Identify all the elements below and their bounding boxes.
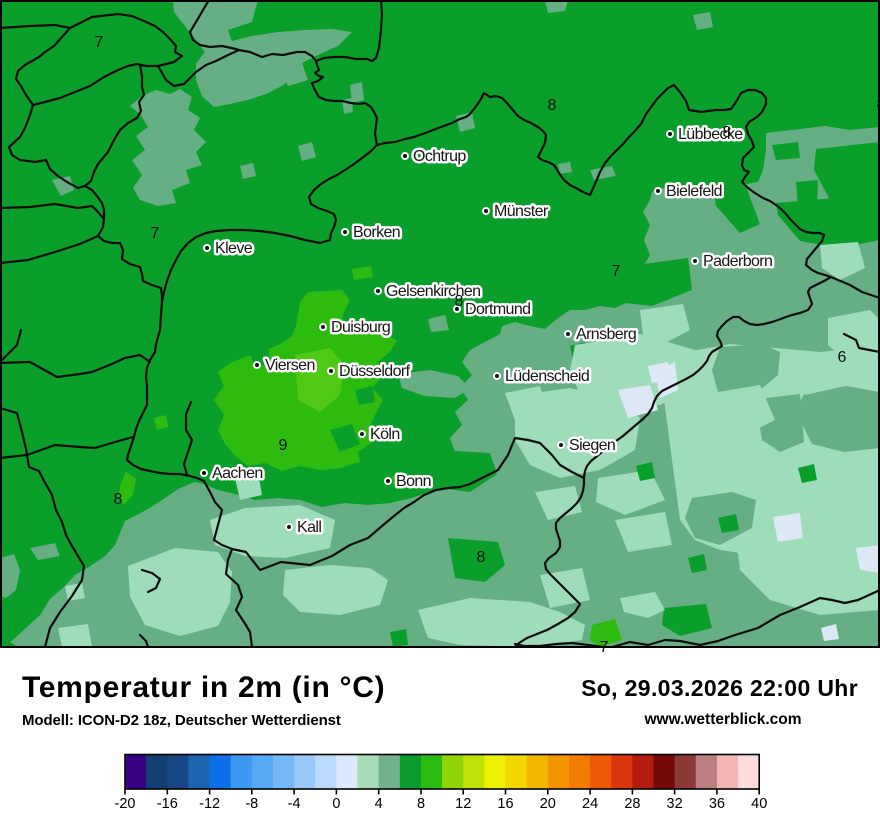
svg-text:12: 12 xyxy=(455,796,471,812)
svg-text:Bielefeld: Bielefeld xyxy=(666,183,722,200)
svg-text:Kleve: Kleve xyxy=(215,240,253,257)
svg-text:Dortmund: Dortmund xyxy=(465,301,530,318)
svg-text:40: 40 xyxy=(751,796,767,812)
svg-text:7: 7 xyxy=(151,225,160,242)
svg-text:36: 36 xyxy=(709,796,725,812)
svg-text:-8: -8 xyxy=(245,796,258,812)
svg-text:Modell: ICON-D2 18z, Deutscher: Modell: ICON-D2 18z, Deutscher Wetterdie… xyxy=(22,712,341,729)
svg-text:7: 7 xyxy=(600,639,609,656)
svg-text:Lüdenscheid: Lüdenscheid xyxy=(505,368,589,385)
svg-text:8: 8 xyxy=(723,124,732,141)
svg-text:Aachen: Aachen xyxy=(212,465,263,482)
svg-text:Bonn: Bonn xyxy=(396,473,431,490)
svg-text:4: 4 xyxy=(375,796,383,812)
svg-text:So, 29.03.2026 22:00 Uhr: So, 29.03.2026 22:00 Uhr xyxy=(581,675,858,701)
svg-text:Paderborn: Paderborn xyxy=(703,253,772,270)
svg-text:24: 24 xyxy=(582,796,598,812)
svg-text:7: 7 xyxy=(95,34,104,51)
svg-text:Siegen: Siegen xyxy=(569,437,615,454)
svg-text:Duisburg: Duisburg xyxy=(331,319,390,336)
svg-text:8: 8 xyxy=(877,96,880,113)
svg-text:Düsseldorf: Düsseldorf xyxy=(339,363,411,380)
svg-text:Ochtrup: Ochtrup xyxy=(413,148,466,165)
svg-text:0: 0 xyxy=(332,796,340,812)
svg-text:Lübbecke: Lübbecke xyxy=(678,126,743,143)
svg-text:8: 8 xyxy=(114,491,123,508)
svg-text:6: 6 xyxy=(838,349,847,366)
svg-text:Arnsberg: Arnsberg xyxy=(576,326,636,343)
svg-text:20: 20 xyxy=(540,796,556,812)
svg-text:-20: -20 xyxy=(115,796,136,812)
svg-text:Viersen: Viersen xyxy=(265,357,315,374)
svg-text:8: 8 xyxy=(477,549,486,566)
svg-text:9: 9 xyxy=(279,437,288,454)
svg-text:Münster: Münster xyxy=(494,203,549,220)
svg-text:16: 16 xyxy=(497,796,513,812)
svg-text:-16: -16 xyxy=(157,796,178,812)
svg-text:Kall: Kall xyxy=(297,519,321,536)
svg-text:Gelsenkirchen: Gelsenkirchen xyxy=(386,283,480,300)
svg-text:Temperatur in 2m (in °C): Temperatur in 2m (in °C) xyxy=(22,671,385,704)
svg-text:8: 8 xyxy=(548,97,557,114)
svg-text:32: 32 xyxy=(667,796,683,812)
svg-text:8: 8 xyxy=(455,293,464,310)
svg-text:Borken: Borken xyxy=(353,224,400,241)
svg-text:-4: -4 xyxy=(288,796,301,812)
svg-text:Köln: Köln xyxy=(370,426,400,443)
svg-text:7: 7 xyxy=(612,263,621,280)
svg-text:-12: -12 xyxy=(199,796,220,812)
svg-text:28: 28 xyxy=(624,796,640,812)
svg-text:www.wetterblick.com: www.wetterblick.com xyxy=(643,711,801,728)
svg-text:8: 8 xyxy=(417,796,425,812)
